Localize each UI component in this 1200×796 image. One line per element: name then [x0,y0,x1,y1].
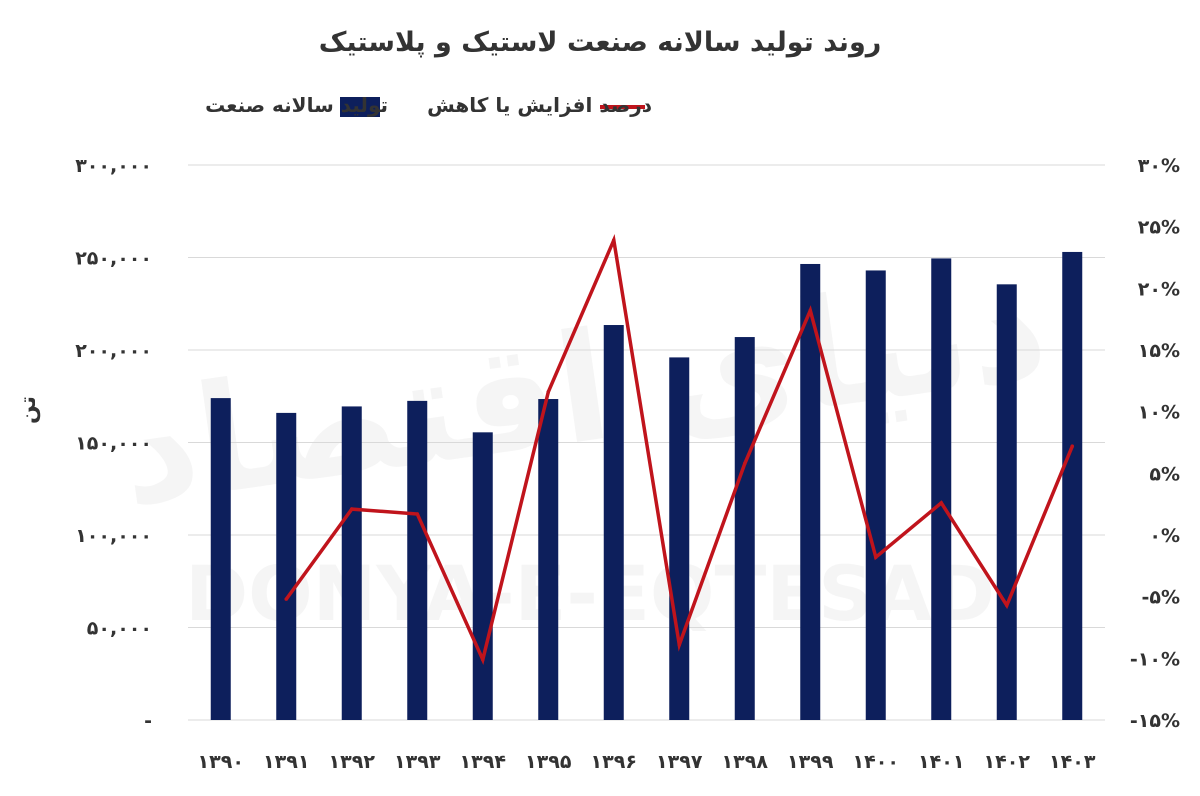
y-axis-right: -۱۵% -۱۰% -۵% ۰% ۵% ۱۰% ۱۵% ۲۰% ۲۵% ۳۰% [1130,155,1180,732]
line-point [1004,603,1009,608]
bar [669,357,690,720]
bar-series [210,251,1083,720]
chart-title: روند تولید سالانه صنعت لاستیک و پلاستیک [319,27,882,58]
watermark: دنیای اقتصاد DONYA-E-EQTESAD [109,238,1057,638]
legend-label-line: درصد افزایش یا کاهش [427,93,652,117]
gridlines [188,164,1105,721]
x-tick-label: ۱۴۰۰ [853,751,899,773]
x-tick-label: ۱۳۹۶ [591,751,637,773]
bar [407,400,428,720]
y-right-tick-label: ۰% [1149,525,1180,547]
watermark-persian: دنیای اقتصاد [109,238,1057,540]
bar [734,337,755,720]
legend-swatch-bars [340,97,380,117]
y-left-tick-label: ۲۰۰,۰۰۰ [75,340,152,362]
bar [996,284,1017,720]
x-tick-label: ۱۴۰۲ [984,751,1031,773]
x-tick-label: ۱۳۹۵ [525,751,572,773]
x-tick-label: ۱۳۹۰ [198,751,244,773]
y-right-tick-label: ۱۰% [1138,402,1180,424]
line-point [546,390,551,394]
x-axis: ۱۳۹۰ ۱۳۹۱ ۱۳۹۲ ۱۳۹۳ ۱۳۹۴ ۱۳۹۵ ۱۳۹۶ ۱۳۹۷ ۱۳۹۸ ۱۳۹۹… [198,751,1096,773]
line-point [611,238,616,243]
line-point [349,507,354,511]
y-right-tick-label: ۲۰% [1138,278,1180,300]
x-tick-label: ۱۳۹۸ [722,751,769,773]
x-tick-label: ۱۴۰۳ [1049,751,1096,773]
line-point [939,501,944,505]
y-left-tick-label: ۳۰۰,۰۰۰ [75,155,152,177]
y-right-tick-label: ۲۵% [1138,217,1180,239]
line-point [284,597,289,601]
y-axis-unit-label: تن [16,396,41,424]
y-left-tick-label: ۲۵۰,۰۰۰ [75,248,152,270]
y-axis-left: - ۵۰,۰۰۰ ۱۰۰,۰۰۰ ۱۵۰,۰۰۰ ۲۰۰,۰۰۰ ۲۵۰,۰۰۰ ۳۰۰,۰… [75,155,152,732]
line-point [480,657,485,662]
line-point [415,512,420,516]
line-point [1070,444,1075,449]
x-tick-label: ۱۳۹۳ [394,751,441,773]
legend: تولید سالانه صنعت درصد افزایش یا کاهش [205,93,652,117]
line-series [284,234,1075,665]
bar [865,270,886,720]
y-right-tick-label: ۱۵% [1138,340,1180,362]
bar [341,406,362,720]
x-tick-label: ۱۳۹۱ [263,751,309,773]
bar [210,398,231,720]
bar [603,325,624,720]
y-left-tick-label: ۱۰۰,۰۰۰ [75,525,152,547]
bar [800,263,821,720]
x-tick-label: ۱۳۹۹ [787,751,834,773]
y-right-tick-label: ۵% [1149,463,1180,485]
legend-label-bars: تولید سالانه صنعت [205,93,388,117]
bar [472,432,493,720]
y-right-tick-label: -۵% [1141,587,1180,609]
bar [276,412,297,720]
y-right-tick-label: -۱۰% [1130,648,1180,670]
x-tick-label: ۱۳۹۲ [329,751,376,773]
line-point [677,642,682,647]
x-tick-label: ۱۳۹۴ [460,751,506,773]
y-right-tick-label: ۳۰% [1138,155,1180,177]
y-left-tick-label: ۵۰,۰۰۰ [87,618,152,640]
bar [1062,251,1083,720]
line-point [742,461,747,466]
y-left-tick-label: - [144,710,152,732]
watermark-latin: DONYA-E-EQTESAD [185,549,995,638]
line-point [873,555,878,559]
bar [538,399,559,720]
bar [931,258,952,720]
x-tick-label: ۱۴۰۱ [918,751,964,773]
y-right-tick-label: -۱۵% [1130,710,1180,732]
line-point [808,308,813,313]
x-tick-label: ۱۳۹۷ [656,751,703,773]
y-left-tick-label: ۱۵۰,۰۰۰ [75,433,152,455]
